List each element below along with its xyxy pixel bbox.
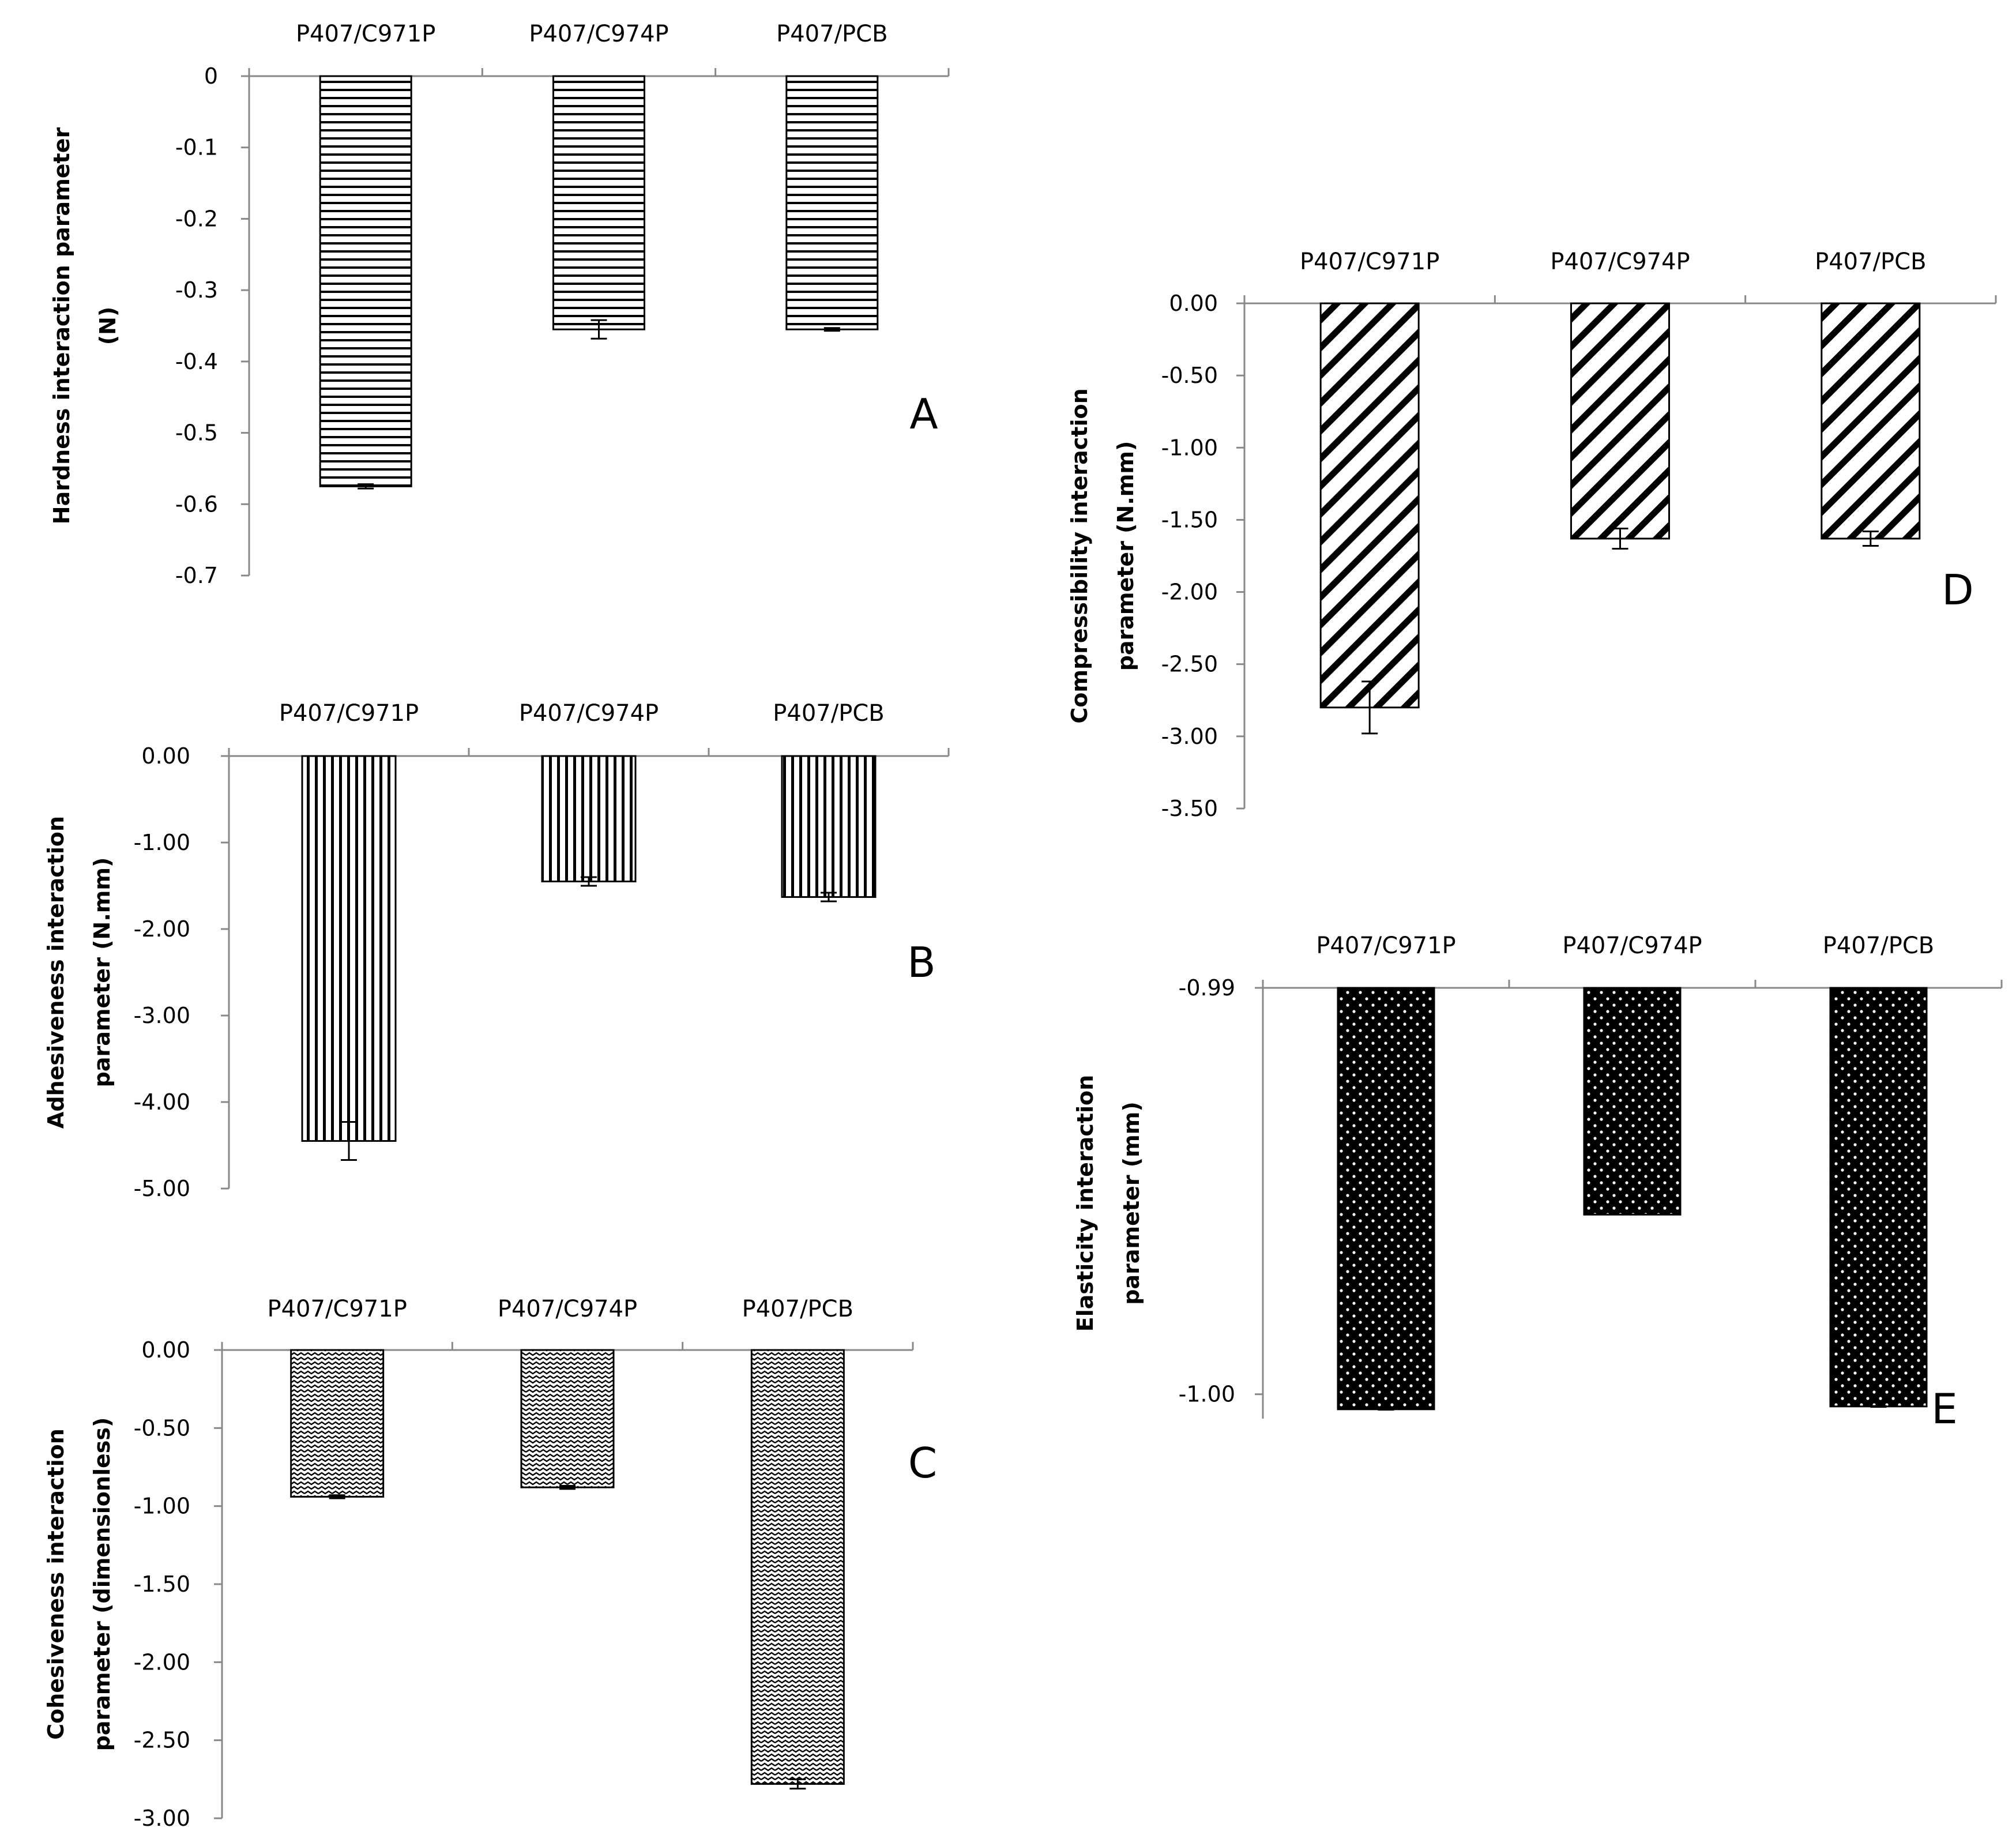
y-tick-label: -0.50 <box>1161 363 1218 388</box>
category-label: P407/C971P <box>1300 249 1439 275</box>
category-label: P407/C971P <box>279 700 419 727</box>
panel-letter: E <box>1931 1385 1958 1433</box>
y-tick-label: -2.00 <box>134 916 190 942</box>
y-tick-label: -1.00 <box>1161 435 1218 460</box>
bar <box>1319 302 1420 709</box>
bar <box>541 755 637 882</box>
panel-d-compressibility-chart: 0.00 -0.50 -1.00 -1.50 -2.00 -2.50 -3.00 -3.50 P… <box>1067 249 1997 821</box>
panel-c-cohesiveness-chart: 0.00 -0.50 -1.00 -1.50 -2.00 -2.50 -3.00 P407/C… <box>43 1296 937 1831</box>
y-tick-label: -5.00 <box>134 1176 190 1201</box>
y-tick-label: 0.00 <box>141 1337 190 1363</box>
category-label: P407/C971P <box>1316 932 1455 959</box>
y-tick-label: -1.00 <box>134 1494 190 1519</box>
category-label: P407/C971P <box>267 1296 407 1322</box>
y-tick-label: 0 <box>204 63 218 89</box>
y-tick-label: -0.1 <box>175 135 218 160</box>
y-tick-label: -1.50 <box>134 1571 190 1597</box>
bar <box>1583 987 1682 1216</box>
y-axis-title: Hardness interaction parameter <box>49 127 74 525</box>
panel-letter: D <box>1942 566 1973 614</box>
panel-a-hardness-chart: 0 -0.1 -0.2 -0.3 -0.4 -0.5 -0.6 -0.7 P407/C971P P… <box>49 21 950 588</box>
y-tick-label: -1.00 <box>1179 1382 1235 1407</box>
category-label: P407/PCB <box>742 1296 853 1322</box>
y-tick-label: -0.6 <box>175 491 218 517</box>
bar <box>520 1349 615 1488</box>
y-tick-label: -2.00 <box>134 1649 190 1675</box>
y-tick-label: -2.50 <box>1161 652 1218 677</box>
y-axis-title: parameter (N.mm) <box>89 858 115 1088</box>
y-tick-label: -0.99 <box>1179 975 1235 1001</box>
panel-e-elasticity-chart: -0.99 -1.00 P407/C971P P407/C974P P407/PCB El… <box>1073 932 2003 1433</box>
bar <box>1570 302 1670 540</box>
y-tick-label: -3.00 <box>134 1806 190 1831</box>
y-axis-title: parameter (dimensionless) <box>89 1417 115 1751</box>
category-label: P407/C974P <box>529 21 668 47</box>
bar <box>301 755 397 1142</box>
y-tick-label: -2.50 <box>134 1728 190 1753</box>
bar <box>1829 987 1928 1408</box>
category-label: P407/C974P <box>1562 932 1702 959</box>
category-label: P407/C974P <box>519 700 659 727</box>
bar <box>1337 987 1435 1411</box>
category-label: P407/PCB <box>776 21 887 47</box>
panel-letter: B <box>907 938 935 987</box>
y-tick-label: -0.5 <box>175 420 218 446</box>
y-axis-title: (N) <box>95 307 121 345</box>
category-label: P407/C971P <box>296 21 435 47</box>
panel-letter: A <box>909 390 938 438</box>
y-axis-title: parameter (mm) <box>1119 1101 1144 1304</box>
y-axis-title: Compressibility interaction <box>1067 388 1092 723</box>
bar <box>290 1349 385 1498</box>
bar <box>750 1349 845 1785</box>
category-label: P407/C974P <box>498 1296 637 1322</box>
y-tick-label: -4.00 <box>134 1089 190 1115</box>
y-tick-label: -0.50 <box>134 1415 190 1441</box>
y-axis-title: Cohesiveness interaction <box>43 1428 69 1740</box>
bar <box>319 75 412 487</box>
category-label: P407/PCB <box>773 700 884 727</box>
category-label: P407/PCB <box>1823 932 1934 959</box>
category-label: P407/C974P <box>1550 249 1690 275</box>
y-tick-label: -3.00 <box>134 1003 190 1028</box>
bar <box>552 75 645 330</box>
y-tick-label: -2.00 <box>1161 580 1218 605</box>
y-axis-title: Elasticity interaction <box>1073 1075 1098 1332</box>
y-tick-label: -0.7 <box>175 563 218 588</box>
y-tick-label: -1.00 <box>134 830 190 855</box>
y-axis-title: Adhesiveness interaction <box>43 816 69 1129</box>
category-label: P407/PCB <box>1815 249 1926 275</box>
y-tick-label: 0.00 <box>1169 291 1218 316</box>
y-tick-label: -0.2 <box>175 206 218 231</box>
y-tick-label: -3.50 <box>1161 796 1218 821</box>
y-axis-title: parameter (N.mm) <box>1113 441 1138 671</box>
y-tick-label: -0.4 <box>175 349 218 374</box>
y-tick-label: 0.00 <box>141 743 190 769</box>
bar <box>1821 302 1921 540</box>
bar <box>781 755 877 898</box>
panel-b-adhesiveness-chart: 0.00 -1.00 -2.00 -3.00 -4.00 -5.00 P407/C971P P… <box>43 700 950 1201</box>
y-tick-label: -3.00 <box>1161 724 1218 749</box>
panel-letter: C <box>908 1439 937 1487</box>
y-tick-label: -1.50 <box>1161 507 1218 532</box>
y-tick-label: -0.3 <box>175 277 218 303</box>
bar <box>785 75 879 330</box>
